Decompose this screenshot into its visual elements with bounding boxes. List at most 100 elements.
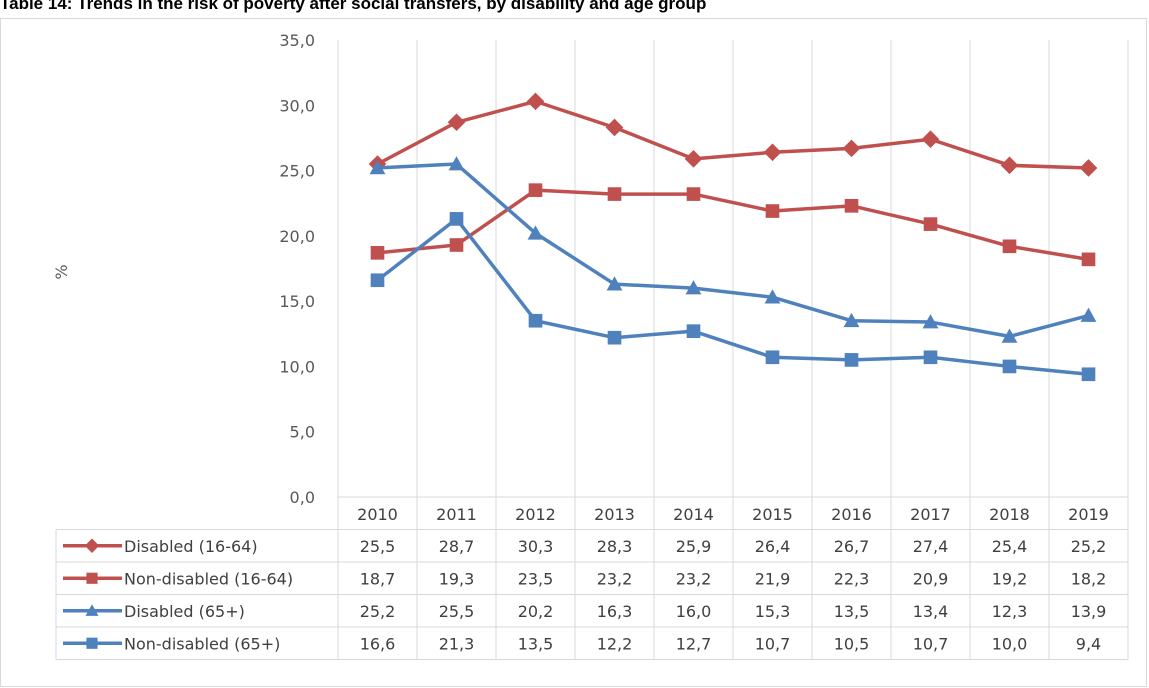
data-point — [528, 183, 543, 197]
data-point — [605, 118, 624, 137]
x-category-label: 2019 — [1068, 505, 1109, 524]
data-table-cell: 23,2 — [597, 569, 633, 588]
data-table-cell: 26,4 — [755, 537, 791, 556]
x-category-label: 2018 — [989, 505, 1030, 524]
data-table-cell: 23,5 — [518, 569, 554, 588]
data-point — [1002, 239, 1017, 254]
y-tick-label: 5,0 — [290, 423, 315, 442]
data-point — [607, 187, 622, 201]
data-table-cell: 10,7 — [913, 634, 949, 653]
data-table-cell: 30,3 — [518, 537, 554, 556]
data-table-cell: 13,4 — [913, 602, 949, 621]
x-category-label: 2017 — [910, 505, 951, 524]
series-line — [377, 188, 1089, 262]
data-point — [923, 217, 938, 231]
data-point — [922, 314, 939, 329]
legend-label: Non-disabled (65+) — [124, 634, 280, 653]
data-point — [843, 312, 860, 328]
data-point — [607, 330, 622, 345]
data-point — [370, 273, 385, 288]
x-category-label: 2015 — [752, 505, 793, 524]
x-category-label: 2014 — [673, 505, 714, 524]
data-point — [1001, 328, 1018, 343]
legend-key-marker — [85, 604, 99, 616]
data-point — [370, 246, 385, 260]
data-table-cell: 13,5 — [834, 602, 870, 621]
y-tick-label: 35,0 — [279, 31, 315, 50]
data-table-cell: 22,3 — [834, 569, 870, 588]
y-tick-label: 30,0 — [279, 96, 315, 115]
data-table-cell: 19,2 — [992, 569, 1028, 588]
data-table-cell: 16,0 — [676, 602, 712, 621]
data-point — [844, 199, 859, 213]
data-table-cell: 25,5 — [360, 537, 396, 556]
data-point — [764, 289, 781, 304]
data-table-cell: 13,9 — [1071, 602, 1107, 621]
y-tick-label: 10,0 — [279, 357, 315, 376]
data-table-cell: 20,9 — [913, 569, 949, 588]
data-point — [448, 156, 465, 171]
series-line — [376, 217, 1089, 377]
data-point — [921, 130, 940, 149]
data-table-cell: 15,3 — [755, 602, 791, 621]
y-tick-label: 15,0 — [279, 292, 315, 311]
data-table-cell: 9,4 — [1076, 634, 1101, 653]
data-point — [369, 160, 386, 175]
data-table-cell: 19,3 — [439, 569, 475, 588]
legend-key-marker — [86, 572, 98, 584]
series-line — [376, 99, 1089, 170]
chart-title: Table 14: Trends in the risk of poverty … — [0, 0, 707, 13]
series-line — [377, 162, 1089, 339]
data-table-cell: 25,4 — [992, 537, 1028, 556]
data-point — [449, 212, 464, 226]
data-table-cell: 28,7 — [439, 537, 475, 556]
data-point — [684, 150, 703, 168]
data-point — [763, 143, 782, 162]
data-point — [1000, 156, 1019, 175]
data-table-cell: 10,5 — [834, 634, 870, 653]
data-table-cell: 25,2 — [1071, 537, 1107, 556]
data-point — [686, 187, 701, 201]
data-point — [1081, 367, 1096, 382]
y-tick-label: 0,0 — [290, 488, 315, 507]
legend-key-marker — [84, 538, 100, 553]
data-table-cell: 28,3 — [597, 537, 633, 556]
data-table-cell: 25,2 — [360, 602, 396, 621]
y-tick-label: 20,0 — [279, 227, 315, 246]
data-table-cell: 20,2 — [518, 602, 554, 621]
data-table-cell: 12,7 — [676, 634, 712, 653]
data-table-cell: 21,3 — [439, 634, 475, 653]
x-category-label: 2011 — [436, 505, 477, 524]
data-point — [606, 276, 623, 291]
data-table-cell: 13,5 — [518, 634, 554, 653]
data-point — [842, 139, 861, 158]
data-point — [765, 204, 780, 218]
x-category-label: 2012 — [515, 505, 556, 524]
data-point — [528, 313, 543, 328]
data-table-cell: 26,7 — [834, 537, 870, 556]
x-category-label: 2013 — [594, 505, 635, 524]
data-point — [1002, 359, 1017, 374]
data-table-cell: 18,7 — [360, 569, 396, 588]
y-axis-label: % — [52, 264, 71, 279]
data-point — [449, 238, 464, 252]
y-tick-label: 25,0 — [279, 162, 315, 181]
data-point — [527, 225, 544, 240]
data-point — [765, 350, 780, 365]
data-table-cell: 21,9 — [755, 569, 791, 588]
x-category-label: 2016 — [831, 505, 872, 524]
data-table-cell: 25,5 — [439, 602, 475, 621]
legend-label: Disabled (65+) — [124, 602, 245, 621]
data-table-cell: 16,3 — [597, 602, 633, 621]
legend-label: Disabled (16-64) — [124, 537, 258, 556]
data-point — [526, 92, 545, 111]
data-point — [1080, 307, 1097, 322]
data-point — [685, 280, 702, 295]
data-point — [1079, 159, 1098, 177]
data-table-cell: 27,4 — [913, 537, 949, 556]
data-point — [923, 350, 938, 365]
legend-key-marker — [86, 637, 98, 649]
data-point — [447, 113, 466, 132]
data-table-cell: 25,9 — [676, 537, 712, 556]
